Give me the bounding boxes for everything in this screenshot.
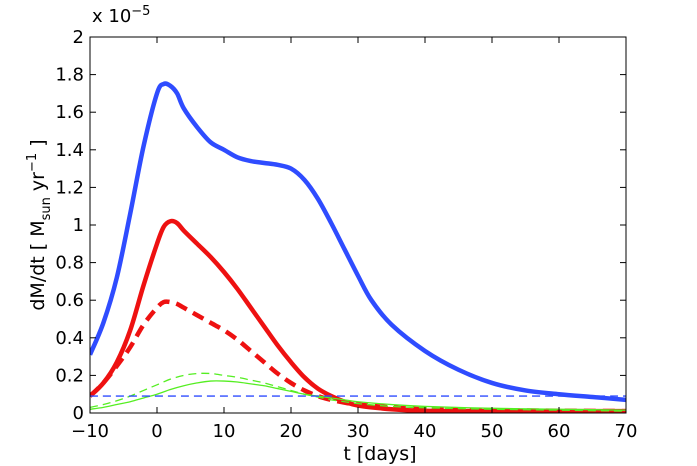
plot-background: [90, 37, 626, 413]
x-tick-label: 30: [347, 421, 370, 442]
x-tick-label: −10: [71, 421, 109, 442]
x-axis-label: t [days]: [343, 443, 416, 465]
series-line-5: [90, 380, 626, 411]
x-tick-label: 40: [414, 421, 437, 442]
y-axis-label-sup: −1: [25, 153, 40, 172]
series-line-1: [90, 81, 626, 403]
y-tick-label: 1.2: [55, 177, 84, 198]
series-layer: [90, 81, 626, 413]
x-tick-label: 70: [615, 421, 638, 442]
x-tick-label: 0: [151, 421, 162, 442]
x-tick-label: 10: [213, 421, 236, 442]
y-tick-label: 0.8: [55, 253, 84, 274]
series-line-4: [90, 372, 626, 412]
y-tick-label: 1: [73, 215, 84, 236]
x-tick-label: 20: [280, 421, 303, 442]
x-tick-label: 50: [481, 421, 504, 442]
y-axis-label-prefix: dM/dt [ M: [27, 220, 49, 310]
y-axis-label-mid: yr: [27, 172, 49, 197]
y-tick-label: 1.8: [55, 65, 84, 86]
axes-layer: −10 0 10 20 30 40 50 60 7000.20.40.60.811.21.41.…: [55, 27, 637, 442]
y-tick-label: 0: [73, 403, 84, 424]
y-axis-label-sub: sun: [39, 197, 54, 220]
y-tick-label: 2: [73, 27, 84, 48]
y-tick-label: 1.4: [55, 140, 84, 161]
x-tick-label: 60: [548, 421, 571, 442]
y-tick-label: 1.6: [55, 102, 84, 123]
y-axis-label: dM/dt [ Msun yr−1 ]: [25, 139, 54, 310]
y-tick-label: 0.6: [55, 290, 84, 311]
y-tick-label: 0.2: [55, 365, 84, 386]
y-tick-label: 0.4: [55, 328, 84, 349]
series-line-3: [90, 299, 626, 413]
exponent-label: x 10−5: [92, 4, 150, 27]
plot-area: [90, 37, 626, 413]
y-axis-label-suffix: ]: [27, 139, 49, 152]
